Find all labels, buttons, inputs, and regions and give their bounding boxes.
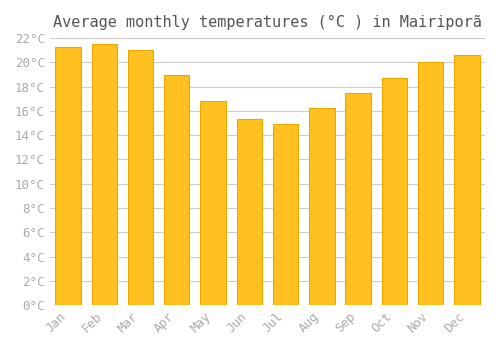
Bar xyxy=(309,108,334,305)
Bar xyxy=(236,119,262,305)
Bar xyxy=(382,78,407,305)
Bar xyxy=(418,62,444,305)
Bar xyxy=(200,101,226,305)
Bar xyxy=(164,75,190,305)
Bar xyxy=(454,55,479,305)
Bar xyxy=(273,124,298,305)
Bar xyxy=(56,47,80,305)
Bar xyxy=(92,44,117,305)
Bar xyxy=(346,93,371,305)
Bar xyxy=(128,50,153,305)
Title: Average monthly temperatures (°C ) in Mairiporã: Average monthly temperatures (°C ) in Ma… xyxy=(53,15,482,30)
